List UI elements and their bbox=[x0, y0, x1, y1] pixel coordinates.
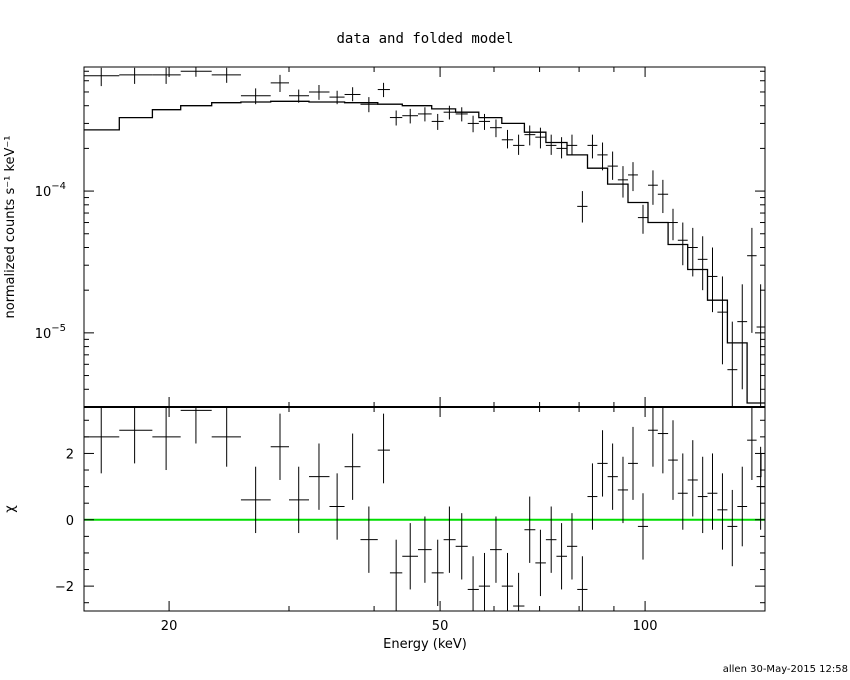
residual-points bbox=[84, 407, 765, 611]
y-tick-exponent: −4 bbox=[51, 181, 66, 192]
y-tick-exponent: −5 bbox=[51, 323, 66, 334]
folded-model-step-line bbox=[84, 100, 765, 404]
top-y-axis-label: normalized counts s⁻¹ keV⁻¹ bbox=[3, 136, 18, 319]
y-tick-label: 0 bbox=[66, 514, 74, 529]
y-tick-label: −2 bbox=[55, 580, 74, 595]
x-tick-label: 100 bbox=[633, 619, 658, 634]
bottom-y-axis-label: χ bbox=[3, 505, 18, 513]
footer-stamp: allen 30-May-2015 12:58 bbox=[723, 664, 848, 675]
y-tick-label: 10−5 bbox=[35, 323, 66, 342]
folded-model-curve bbox=[84, 100, 765, 404]
y-tick-label: 2 bbox=[66, 447, 74, 462]
chart-title: data and folded model bbox=[336, 31, 513, 47]
x-tick-label: 20 bbox=[161, 619, 178, 634]
x-tick-label: 50 bbox=[432, 619, 449, 634]
y-tick-label: 10−4 bbox=[35, 181, 66, 200]
x-axis-label: Energy (keV) bbox=[383, 637, 467, 652]
bottom-panel-frame bbox=[83, 406, 766, 612]
top-panel: 10−4 10−5 bbox=[35, 66, 766, 408]
top-data-points bbox=[84, 67, 765, 407]
